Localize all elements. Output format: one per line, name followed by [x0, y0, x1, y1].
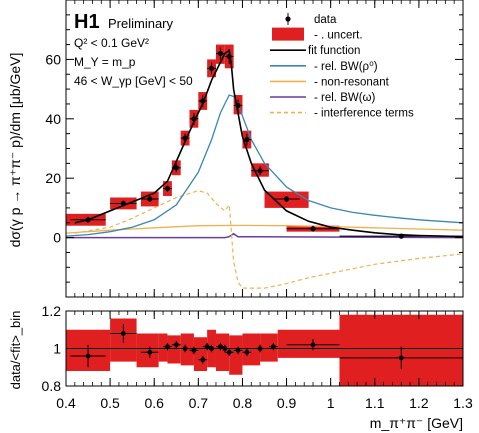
- ratio-point: [189, 346, 199, 355]
- ratio-uncertainty-band: [215, 333, 230, 371]
- legend-item: data: [285, 13, 337, 26]
- ratio-point: [163, 342, 172, 351]
- ratio-uncertainty-bands: [66, 314, 463, 386]
- y-tick-label: 20: [45, 170, 61, 186]
- legend-label: - rel. BW(ω): [314, 92, 376, 104]
- ratio-point: [220, 344, 230, 353]
- fit-curves: [66, 49, 463, 289]
- interference-curve: [74, 190, 463, 289]
- ratio-uncertainty-band: [158, 333, 168, 362]
- data-point: [110, 200, 137, 207]
- ratio-point: [140, 346, 159, 358]
- x-tick-label: 1: [327, 395, 335, 411]
- ratio-point: [110, 324, 137, 343]
- data-point: [140, 196, 159, 202]
- data-point: [339, 233, 463, 239]
- ratio-point: [286, 339, 340, 351]
- y-tick-label: 40: [45, 111, 61, 127]
- fit-function-curve: [74, 49, 463, 238]
- data-point: [286, 225, 340, 232]
- bw-rho-curve: [66, 94, 463, 237]
- ratio-uncertainty-band: [167, 335, 181, 364]
- cut-w-label: 46 < W_γp [GeV] < 50: [74, 74, 193, 88]
- ratio-point: [207, 344, 216, 353]
- x-tick-label: 0.5: [100, 395, 120, 411]
- y-tick-label: 60: [45, 51, 61, 67]
- ratio-y-tick-label: 0.8: [42, 378, 62, 394]
- data-point: [242, 133, 252, 146]
- data-points: [70, 47, 463, 239]
- data-point: [215, 47, 225, 60]
- x-tick-label: 1.1: [365, 395, 385, 411]
- non-resonant-curve: [66, 224, 463, 234]
- data-point: [171, 163, 181, 173]
- x-tick-label: 1.2: [409, 395, 429, 411]
- data-point: [180, 133, 190, 143]
- x-axis: 0.4 0.5 0.6 0.7 0.8 0.9 1 1.1 1.2 1.3: [56, 0, 473, 411]
- x-tick-label: 0.7: [189, 395, 209, 411]
- legend-label: - interference terms: [314, 108, 414, 120]
- x-tick-label: 0.6: [144, 395, 164, 411]
- legend-item: - interference terms: [270, 108, 414, 120]
- ratio-uncertainty-band: [229, 335, 243, 375]
- legend-label: fit function: [308, 45, 360, 57]
- legend-item: - non-resonant: [270, 76, 390, 88]
- main-y-axis: 0 20 40 60: [45, 0, 463, 298]
- x-tick-label: 0.9: [277, 395, 297, 411]
- ratio-point: [70, 344, 106, 368]
- ratio-y-axis: 0.8 1 1.2: [42, 303, 463, 394]
- data-point: [70, 216, 106, 223]
- ratio-uncertainty-band: [260, 333, 278, 362]
- ratio-y-axis-label: data/<fit>_bin: [8, 311, 23, 390]
- main-y-axis-label: dσ(γ p → π⁺π⁻ p)/dm [μb/GeV]: [7, 53, 23, 248]
- y-tick-label: 0: [53, 230, 61, 246]
- ratio-point: [255, 344, 265, 353]
- ratio-plot-panel: 0.8 1 1.2 0.4 0.5 0.6 0.7 0.8 0.9 1 1.1 1.2 1.3: [42, 0, 473, 411]
- x-tick-label: 0.4: [56, 395, 76, 411]
- ratio-point: [233, 346, 243, 355]
- main-plot-panel: 0 20 40 60: [45, 0, 464, 298]
- ratio-point: [198, 356, 208, 364]
- data-point: [189, 112, 199, 125]
- ratio-data-points: [70, 324, 463, 370]
- data-point: [207, 62, 216, 75]
- x-axis-label: m_π⁺π⁻ [GeV]: [370, 415, 463, 431]
- ratio-y-tick-label: 1: [53, 341, 61, 357]
- legend-label: - rel. BW(ρ⁰): [314, 61, 378, 73]
- ratio-point: [268, 342, 278, 351]
- ratio-uncertainty-band: [193, 337, 208, 371]
- legend-item: - . uncert.: [272, 27, 363, 42]
- ratio-uncertainty-band: [242, 333, 261, 366]
- experiment-label: H1: [74, 11, 100, 33]
- cut-q2-label: Q² < 0.1 GeV²: [74, 36, 149, 50]
- legend-label: - . uncert.: [314, 30, 363, 42]
- ratio-point: [339, 346, 463, 370]
- ratio-point: [224, 348, 234, 356]
- legend-item: fit function: [270, 45, 360, 57]
- ratio-uncertainty-band: [277, 329, 340, 358]
- data-point: [273, 196, 300, 202]
- legend-item: - rel. BW(ω): [270, 92, 376, 104]
- data-point: [198, 95, 208, 107]
- legend: data - . uncert. fit function - rel. BW(ρ⁰)…: [270, 13, 414, 120]
- ratio-point: [180, 344, 190, 353]
- ratio-uncertainty-band: [136, 333, 159, 368]
- data-point: [163, 185, 172, 192]
- legend-item: - rel. BW(ρ⁰): [270, 61, 378, 73]
- ratio-y-tick-label: 1.2: [42, 303, 62, 319]
- x-tick-label: 1.3: [453, 395, 473, 411]
- cut-my-label: M_Y = m_p: [74, 55, 136, 69]
- x-tick-label: 0.8: [233, 395, 253, 411]
- legend-label: data: [314, 14, 337, 26]
- data-point: [251, 166, 269, 176]
- legend-label: - non-resonant: [314, 76, 390, 88]
- preliminary-label: Preliminary: [108, 16, 174, 31]
- uncertainty-bands: [66, 44, 340, 232]
- ratio-point: [171, 341, 181, 349]
- data-point: [233, 99, 243, 112]
- data-point: [224, 49, 234, 64]
- ratio-point: [242, 348, 252, 356]
